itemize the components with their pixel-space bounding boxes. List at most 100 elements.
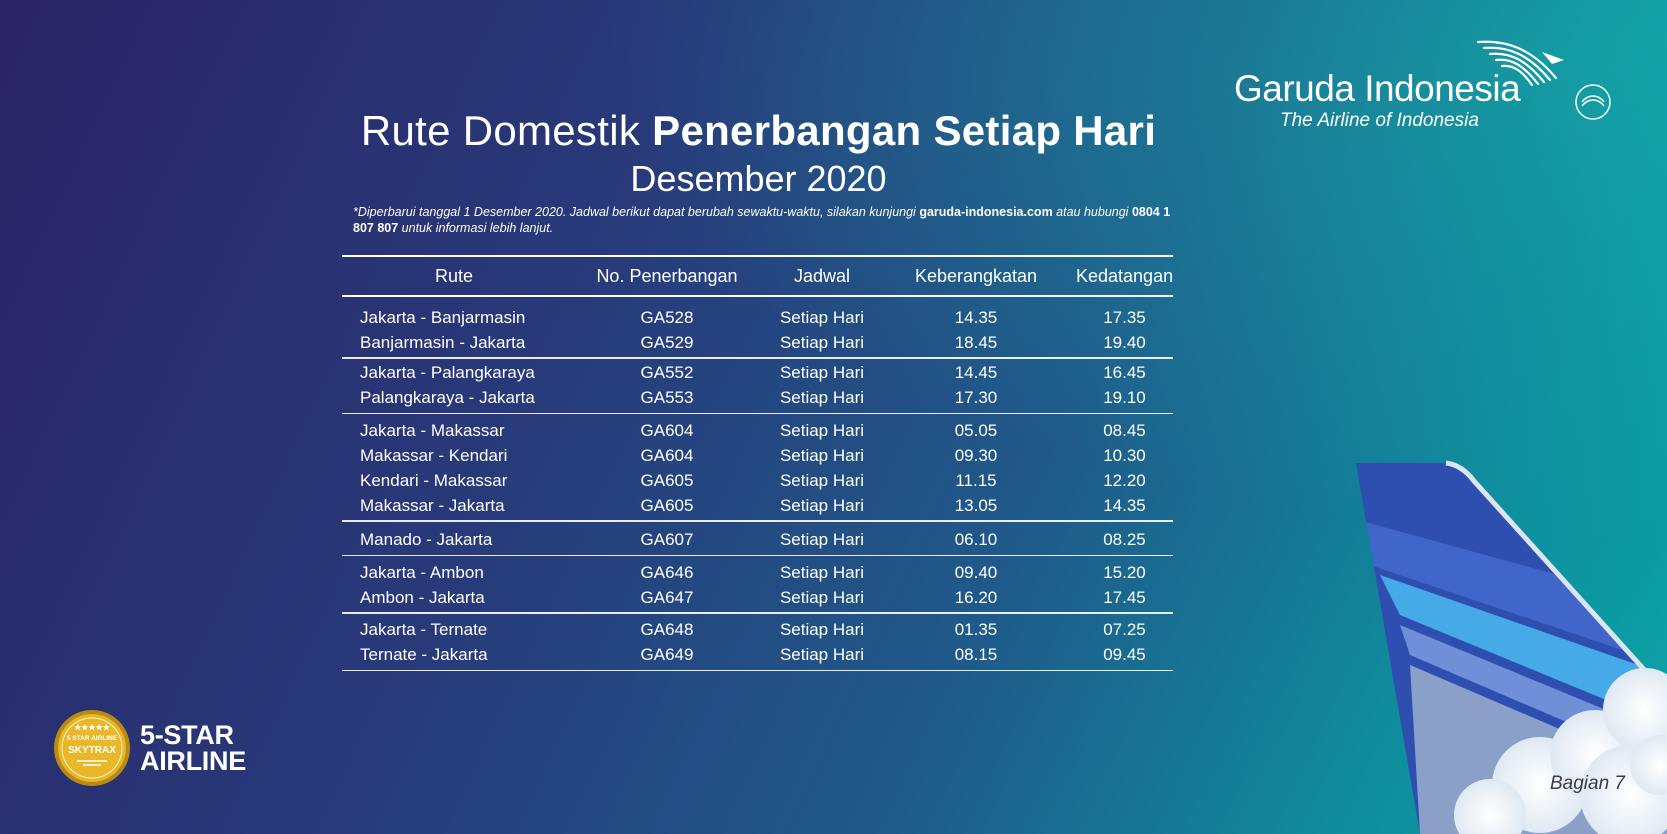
departure-cell: 14.45 — [954, 363, 998, 382]
header-flight-number: No. Penerbangan — [596, 265, 738, 286]
arrival-cell: 08.45 — [1103, 420, 1146, 440]
route-cell: Jakarta - Palangkaraya — [360, 363, 535, 382]
route-cell: Makassar - Jakarta — [360, 495, 505, 515]
route-group: Jakarta - Ternate GA648 Setiap Hari 01.35 07… — [342, 614, 1173, 670]
note-text-3: untuk informasi lebih lanjut. — [401, 221, 554, 235]
arrival-cell: 19.10 — [1103, 388, 1146, 407]
clouds — [1454, 668, 1667, 834]
logo-wordmark: Garuda Indonesia — [1234, 68, 1521, 109]
logo-tagline: The Airline of Indonesia — [1280, 110, 1479, 131]
skyteam-icon — [1575, 84, 1611, 120]
flight-number-cell: GA552 — [640, 363, 694, 382]
schedule-cell: Setiap Hari — [779, 420, 865, 440]
route-group: Manado - Jakarta GA607 Setiap Hari 06.10 08.… — [342, 522, 1173, 555]
header-departure: Keberangkatan — [914, 265, 1038, 286]
flight-number-cell: GA529 — [640, 332, 694, 352]
arrival-cell: 07.25 — [1103, 620, 1146, 639]
departure-cell: 11.15 — [955, 470, 997, 490]
note-text-1: *Diperbarui tanggal 1 Desember 2020. Jad… — [353, 205, 916, 219]
skytrax-badge: ★★★★★ 5 STAR AIRLINE SKYTRAX — [54, 710, 130, 786]
schedule-cell: Setiap Hari — [779, 530, 865, 549]
schedule-cell: Setiap Hari — [779, 307, 865, 327]
schedule-cell: Setiap Hari — [779, 332, 865, 352]
departure-cell: 14.35 — [954, 307, 998, 327]
badge-seal-mid: SKYTRAX — [68, 745, 116, 756]
schedule-cell: Setiap Hari — [779, 495, 865, 515]
table-body: Jakarta - Banjarmasin GA528 Setiap Hari 14.… — [342, 297, 1173, 671]
route-cell: Jakarta - Makassar — [360, 420, 505, 440]
route-group: Jakarta - Banjarmasin GA528 Setiap Hari 14.… — [342, 297, 1173, 357]
arrival-cell: 09.45 — [1103, 645, 1146, 664]
route-group: Jakarta - Makassar GA604 Setiap Hari 05.05 0… — [342, 414, 1173, 520]
schedule-cell: Setiap Hari — [779, 470, 865, 490]
arrival-cell: 16.45 — [1103, 363, 1146, 382]
departure-cell: 09.30 — [954, 445, 998, 465]
arrival-cell: 19.40 — [1103, 332, 1146, 352]
flight-number-cell: GA607 — [640, 530, 694, 549]
arrival-cell: 12.20 — [1103, 470, 1146, 490]
page-subtitle: Desember 2020 — [630, 158, 887, 199]
departure-cell: 18.45 — [954, 332, 998, 352]
table-row: Makassar - Kendari GA604 Setiap Hari 09.30 1… — [342, 443, 1173, 468]
arrival-cell: 17.35 — [1103, 307, 1146, 327]
table-row: Jakarta - Palangkaraya GA552 Setiap Hari 14… — [342, 361, 1173, 386]
table-row: Jakarta - Makassar GA604 Setiap Hari 05.05 0… — [342, 418, 1173, 443]
group-separator — [342, 554, 1173, 556]
route-cell: Jakarta - Ternate — [360, 620, 488, 639]
route-cell: Palangkaraya - Jakarta — [360, 388, 535, 407]
table-row: Kendari - Makassar GA605 Setiap Hari 11.15 1… — [342, 468, 1173, 493]
page-title: Rute Domestik Penerbangan Setiap Hari — [0, 106, 1517, 156]
table-top-rule — [342, 255, 1173, 257]
route-cell: Ambon - Jakarta — [360, 587, 485, 607]
flight-number-cell: GA604 — [640, 420, 694, 440]
group-separator — [342, 357, 1173, 359]
route-cell: Banjarmasin - Jakarta — [360, 332, 526, 352]
update-note: *Diperbarui tanggal 1 Desember 2020. Jad… — [353, 204, 1173, 236]
title-normal: Rute Domestik — [360, 107, 641, 154]
table-row: Jakarta - Ternate GA648 Setiap Hari 01.35 07… — [342, 618, 1173, 643]
schedule-table: Rute No. Penerbangan Jadwal Keberangkata… — [342, 255, 1173, 671]
route-cell: Makassar - Kendari — [360, 445, 508, 465]
flight-number-cell: GA649 — [640, 645, 694, 664]
table-row: Palangkaraya - Jakarta GA553 Setiap Hari 17… — [342, 386, 1173, 411]
arrival-cell: 17.45 — [1103, 587, 1146, 607]
header-schedule: Jadwal — [793, 265, 851, 286]
schedule-cell: Setiap Hari — [779, 363, 865, 382]
schedule-cell: Setiap Hari — [779, 562, 865, 582]
flight-number-cell: GA646 — [640, 562, 694, 582]
flight-number-cell: GA553 — [640, 388, 694, 407]
route-group: Jakarta - Palangkaraya GA552 Setiap Hari 14… — [342, 359, 1173, 413]
garuda-bird-icon — [1476, 40, 1564, 87]
table-row: Jakarta - Ambon GA646 Setiap Hari 09.40 15.2… — [342, 560, 1173, 585]
group-separator — [342, 669, 1173, 671]
title-block: Rute Domestik Penerbangan Setiap Hari De… — [0, 106, 1517, 200]
award-line-1: 5-STAR — [140, 720, 234, 750]
note-phone: 0804 1 807 807 — [353, 205, 1171, 235]
badge-seal-top: 5 STAR AIRLINE — [67, 735, 118, 742]
award-line-2: AIRLINE — [140, 746, 246, 776]
table-row: Manado - Jakarta GA607 Setiap Hari 06.10 08.… — [342, 528, 1173, 553]
route-cell: Jakarta - Ambon — [360, 562, 484, 582]
flight-number-cell: GA604 — [640, 445, 694, 465]
svg-text:★★★★★: ★★★★★ — [74, 723, 111, 732]
note-website-link[interactable]: garuda-indonesia.com — [919, 205, 1053, 219]
departure-cell: 13.05 — [954, 495, 998, 515]
table-row: Ambon - Jakarta GA647 Setiap Hari 16.20 17.4… — [342, 585, 1173, 610]
departure-cell: 08.15 — [954, 645, 998, 664]
flight-number-cell: GA648 — [640, 620, 694, 639]
flight-number-cell: GA605 — [640, 470, 694, 490]
schedule-cell: Setiap Hari — [779, 645, 865, 664]
arrival-cell: 10.30 — [1103, 445, 1146, 465]
table-row: Ternate - Jakarta GA649 Setiap Hari 08.15 09… — [342, 643, 1173, 668]
route-cell: Ternate - Jakarta — [360, 645, 488, 664]
route-cell: Kendari - Makassar — [360, 470, 508, 490]
flight-number-cell: GA647 — [640, 587, 694, 607]
group-separator — [342, 612, 1173, 614]
header-route: Rute — [434, 265, 474, 286]
five-star-airline-label: 5-STAR AIRLINE — [140, 720, 246, 776]
route-group: Jakarta - Ambon GA646 Setiap Hari 09.40 15.2… — [342, 556, 1173, 612]
arrival-cell: 14.35 — [1103, 495, 1146, 515]
table-row: Jakarta - Banjarmasin GA528 Setiap Hari 14.… — [342, 305, 1173, 330]
schedule-cell: Setiap Hari — [779, 445, 865, 465]
page-section-label: Bagian 7 — [1549, 773, 1625, 794]
